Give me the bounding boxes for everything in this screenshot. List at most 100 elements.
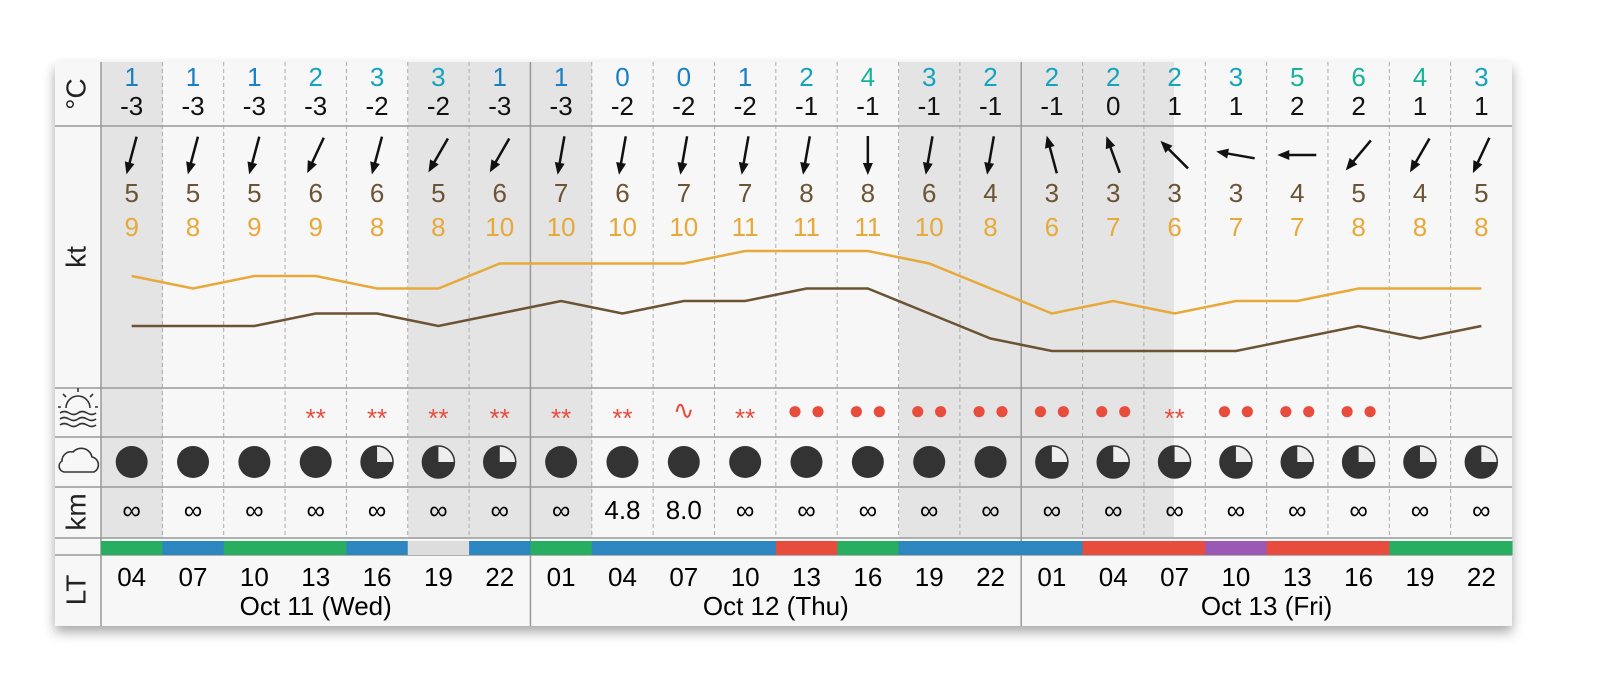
precipitation: ● ● (1217, 395, 1256, 425)
cloud-cover (483, 445, 517, 479)
visibility: ∞ (1227, 495, 1246, 525)
arrow-head (800, 162, 811, 175)
arrow-head (186, 161, 196, 175)
visibility: ∞ (122, 495, 141, 525)
wind-arrow (677, 136, 689, 175)
precipitation: ** (551, 403, 571, 433)
temp-upper: 4 (861, 62, 875, 92)
band (530, 541, 593, 555)
arrow-head (616, 162, 626, 175)
temp-lower: -2 (366, 91, 389, 121)
cloud-cover (238, 446, 271, 478)
visibility: ∞ (1043, 495, 1062, 525)
wind-speed: 6 (615, 178, 629, 208)
wind-gust: 10 (669, 212, 698, 242)
hour: 07 (669, 562, 698, 592)
cloud-sector (1158, 446, 1191, 478)
temp-upper: 1 (493, 62, 507, 92)
band (346, 541, 409, 555)
arrow-head (1105, 136, 1116, 150)
temp-upper: 2 (1167, 62, 1181, 92)
wind-gust: 6 (1045, 212, 1059, 242)
band (1266, 541, 1329, 555)
band (1021, 541, 1084, 555)
wind-arrow (489, 137, 511, 173)
cloud-sector (1035, 446, 1068, 478)
visibility: ∞ (184, 495, 203, 525)
wind-gust: 10 (915, 212, 944, 242)
visibility: ∞ (981, 495, 1000, 525)
wind-speed: 5 (431, 178, 445, 208)
wind-gust: 7 (1106, 212, 1120, 242)
wind-speed: 4 (983, 178, 997, 208)
temp-upper: 3 (922, 62, 936, 92)
wind-gust: 8 (370, 212, 384, 242)
visibility: ∞ (552, 495, 571, 525)
date: Oct 11 (Wed) (240, 591, 392, 621)
wind-arrow (1216, 148, 1255, 160)
wind-arrow (1472, 137, 1491, 174)
temp-upper: 0 (677, 62, 691, 92)
hour: 01 (547, 562, 576, 592)
temp-lower: -1 (795, 91, 818, 121)
unit-time: LT (60, 575, 91, 606)
wind-arrow (554, 136, 566, 175)
precipitation: ** (306, 403, 326, 433)
wind-arrow (862, 136, 873, 175)
cloud-icon (58, 447, 100, 473)
wind-gust: 7 (1290, 212, 1304, 242)
arrow-head (1216, 148, 1229, 159)
sun-sea-icon (58, 388, 98, 428)
precipitation: ● ● (1033, 395, 1072, 425)
hour: 13 (792, 562, 821, 592)
hour: 19 (1406, 562, 1435, 592)
visibility: ∞ (1165, 495, 1184, 525)
temp-upper: 3 (1229, 62, 1243, 92)
arrow-head (738, 162, 749, 175)
arrow-head (124, 161, 135, 175)
temp-upper: 2 (799, 62, 813, 92)
temp-upper: 1 (124, 62, 138, 92)
visibility: 8.0 (666, 495, 702, 525)
arrow-head (922, 162, 933, 175)
wind-speed: 8 (799, 178, 813, 208)
temp-upper: 2 (1106, 62, 1120, 92)
cloud-cover (1280, 445, 1315, 479)
wind-arrow (370, 136, 384, 175)
visibility: ∞ (1288, 495, 1307, 525)
wind-gust: 9 (308, 212, 322, 242)
cloud-cover (1341, 445, 1376, 479)
cloud-cover (913, 446, 946, 478)
temp-upper: 1 (247, 62, 261, 92)
temp-upper: 6 (1351, 62, 1365, 92)
wind-arrow (738, 136, 750, 175)
arrow-head (862, 163, 873, 175)
hour: 01 (1037, 562, 1066, 592)
wind-speed: 7 (677, 178, 691, 208)
cloud-cover (421, 445, 456, 479)
cloud-cover (1157, 445, 1192, 479)
band (1205, 541, 1268, 555)
arrow-head (1160, 140, 1173, 153)
temp-lower: 1 (1474, 91, 1488, 121)
temp-upper: 1 (738, 62, 752, 92)
wind-speed: 8 (861, 178, 875, 208)
temp-upper: 2 (1045, 62, 1059, 92)
wind-speed: 6 (493, 178, 507, 208)
wind-speed: 5 (124, 178, 138, 208)
band (101, 541, 163, 555)
hour: 10 (731, 562, 760, 592)
wind-arrow (1277, 150, 1317, 160)
temp-lower: -3 (181, 91, 204, 121)
temp-upper: 3 (1474, 62, 1488, 92)
wind-arrow (800, 136, 812, 175)
band (1450, 541, 1513, 555)
band (407, 541, 470, 555)
wind-gust: 9 (124, 212, 138, 242)
cloud-sector (1219, 446, 1252, 478)
wind-arrow (428, 137, 449, 173)
visibility: ∞ (1472, 495, 1491, 525)
band (837, 541, 900, 555)
temp-lower: 1 (1167, 91, 1181, 121)
hour: 22 (976, 562, 1005, 592)
